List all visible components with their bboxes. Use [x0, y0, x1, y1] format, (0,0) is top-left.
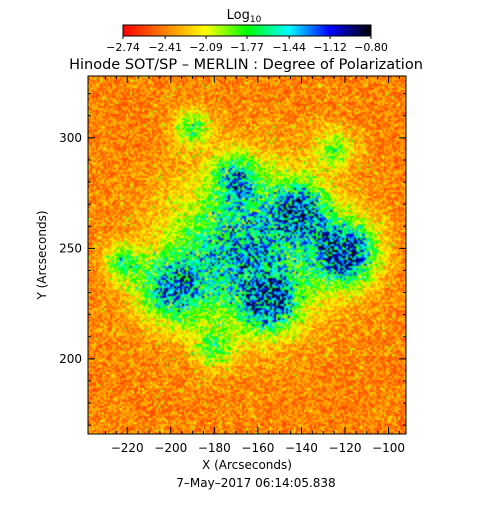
y-tick-label: 200 — [59, 352, 82, 366]
colorbar-tick-labels: −2.74 −2.41 −2.09 −1.77 −1.44 −1.12 −0.80 — [106, 36, 388, 54]
colorbar-tick-label: −1.77 — [230, 41, 264, 54]
colorbar — [122, 24, 372, 37]
chart-title: Hinode SOT/SP – MERLIN : Degree of Polar… — [69, 57, 423, 73]
x-tick-label: −120 — [329, 441, 362, 455]
colorbar-tick-label: −2.09 — [189, 41, 223, 54]
colorbar-tick-label: −2.74 — [106, 41, 140, 54]
y-tick-label: 250 — [59, 241, 82, 255]
colorbar-tick-label: −1.44 — [272, 41, 306, 54]
polarization-heatmap — [88, 76, 406, 434]
y-axis-label: Y (Arcseconds) — [35, 210, 49, 300]
colorbar-tick-label: −0.80 — [354, 41, 388, 54]
colorbar-tick-label: −2.41 — [148, 41, 182, 54]
x-tick-label: −160 — [241, 441, 274, 455]
y-axis-ticks: 200 250 300 — [59, 93, 406, 426]
x-tick-label: −220 — [111, 441, 144, 455]
colorbar-gradient — [122, 24, 372, 37]
colorbar-label: Log10 — [227, 8, 262, 25]
x-tick-label: −140 — [285, 441, 318, 455]
x-tick-label: −100 — [372, 441, 405, 455]
x-tick-label: −180 — [198, 441, 231, 455]
colorbar-tick-label: −1.12 — [313, 41, 347, 54]
x-tick-label: −200 — [154, 441, 187, 455]
observation-timestamp: 7–May–2017 06:14:05.838 — [176, 476, 335, 490]
x-axis-ticks: −220 −200 −180 −160 −140 −120 −100 — [104, 76, 405, 455]
y-tick-label: 300 — [59, 131, 82, 145]
x-axis-label: X (Arcseconds) — [202, 458, 292, 472]
